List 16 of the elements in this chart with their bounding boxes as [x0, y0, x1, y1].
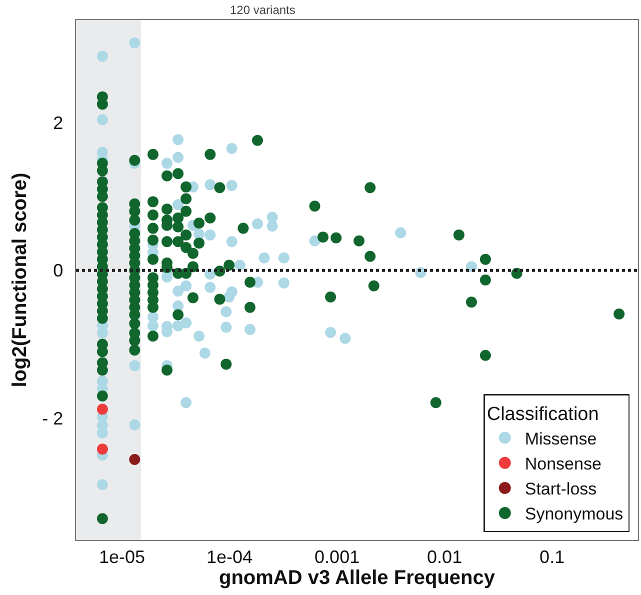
legend-label: Missense	[524, 429, 597, 448]
legend-label: Synonymous	[524, 504, 624, 524]
x-tick-label: 0.1	[540, 546, 565, 567]
y-tick-label: - 2	[42, 408, 64, 428]
x-tick-label: 1e-04	[206, 546, 253, 567]
x-tick-label: 1e-05	[99, 546, 146, 567]
text: 120 variants	[230, 3, 296, 17]
legend-title: Classification	[486, 404, 599, 426]
y-tick-label: 2	[53, 112, 64, 133]
legend-label: Nonsense	[524, 454, 602, 474]
x-axis-title: gnomAD v3 Allele Frequency	[219, 567, 496, 590]
y-axis-title: log2(Functional score)	[8, 172, 31, 388]
legend-label: Start-loss	[524, 480, 597, 499]
x-tick-label: 0.001	[314, 546, 360, 567]
y-tick-label: 0	[53, 260, 64, 281]
x-tick-label: 0.01	[427, 546, 462, 567]
